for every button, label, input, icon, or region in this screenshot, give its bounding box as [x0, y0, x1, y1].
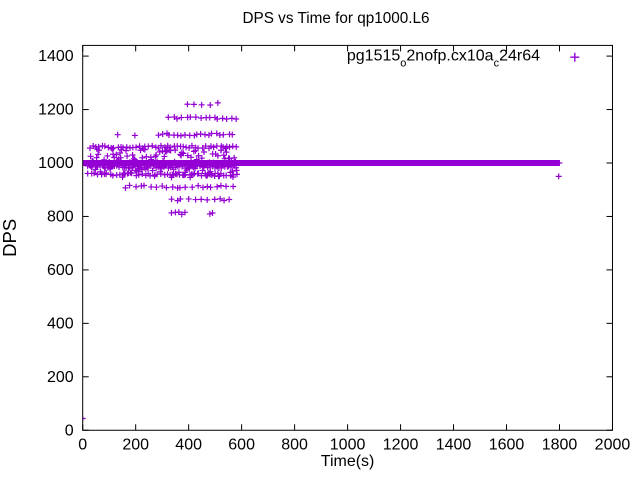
svg-text:600: 600: [228, 436, 255, 453]
svg-text:1400: 1400: [38, 48, 74, 65]
svg-text:1400: 1400: [436, 436, 472, 453]
svg-text:Time(s): Time(s): [321, 453, 375, 470]
svg-text:DPS vs Time for qp1000.L6: DPS vs Time for qp1000.L6: [242, 10, 429, 27]
svg-text:1600: 1600: [489, 436, 525, 453]
svg-text:800: 800: [281, 436, 308, 453]
svg-text:400: 400: [175, 436, 202, 453]
svg-text:600: 600: [47, 262, 74, 279]
svg-text:1200: 1200: [383, 436, 419, 453]
svg-text:800: 800: [47, 208, 74, 225]
svg-text:1200: 1200: [38, 102, 74, 119]
svg-text:1000: 1000: [330, 436, 366, 453]
svg-text:DPS: DPS: [0, 219, 20, 257]
svg-text:0: 0: [78, 436, 87, 453]
svg-text:0: 0: [65, 422, 74, 439]
svg-text:2000: 2000: [595, 436, 631, 453]
svg-text:200: 200: [47, 369, 74, 386]
svg-text:400: 400: [47, 315, 74, 332]
svg-text:200: 200: [122, 436, 149, 453]
svg-text:1800: 1800: [542, 436, 578, 453]
svg-text:1000: 1000: [38, 155, 74, 172]
